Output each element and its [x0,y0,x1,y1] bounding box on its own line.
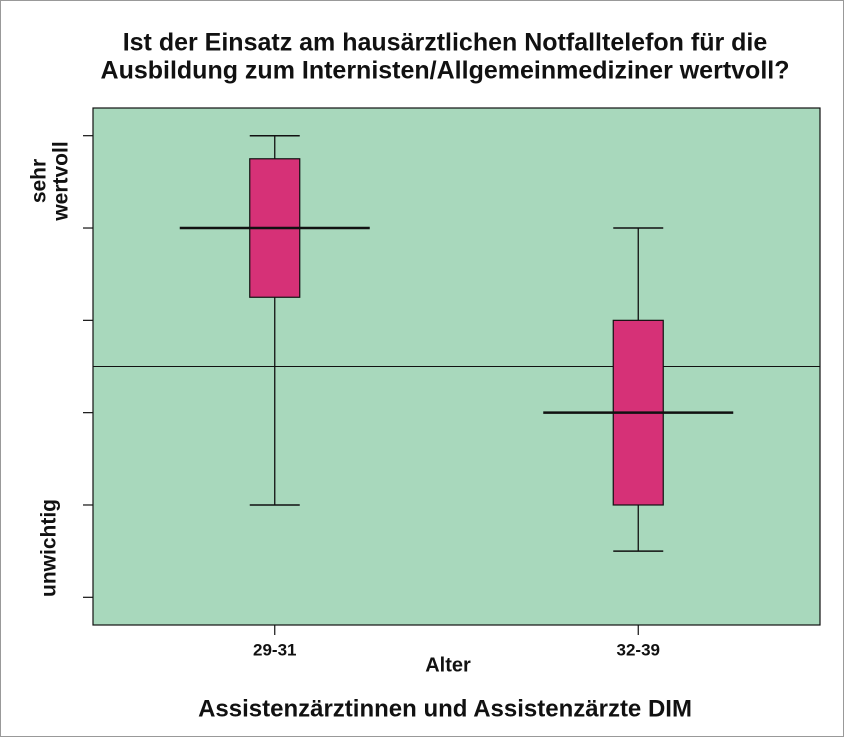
chart-title: Ist der Einsatz am hausärztlichen Notfal… [123,29,768,57]
chart-title: Ausbildung zum Internisten/Allgemeinmedi… [101,57,790,85]
y-label-top: sehr [28,159,51,203]
x-tick-label: 32-39 [617,640,660,659]
y-label-bottom: unwichtig [38,499,61,597]
x-tick-label: 29-31 [253,640,296,659]
y-label-top: wertvoll [50,141,73,221]
x-axis-label: Alter [425,654,471,676]
caption: Assistenzärztinnen und Assistenzärzte DI… [198,695,692,722]
